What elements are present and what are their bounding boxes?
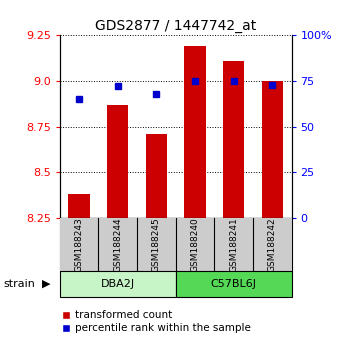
Bar — [107, 105, 128, 218]
Text: C57BL6J: C57BL6J — [211, 279, 256, 289]
Bar — [60, 271, 176, 297]
Text: DBA2J: DBA2J — [101, 279, 135, 289]
Bar — [176, 218, 214, 271]
Legend: transformed count, percentile rank within the sample: transformed count, percentile rank withi… — [58, 306, 255, 338]
Bar — [60, 218, 98, 271]
Bar — [137, 218, 176, 271]
Title: GDS2877 / 1447742_at: GDS2877 / 1447742_at — [95, 19, 256, 33]
Bar — [262, 81, 283, 218]
Text: GSM188242: GSM188242 — [268, 217, 277, 272]
Bar — [176, 271, 292, 297]
Text: GSM188244: GSM188244 — [113, 217, 122, 272]
Text: GSM188245: GSM188245 — [152, 217, 161, 272]
Bar — [146, 134, 167, 218]
Text: ▶: ▶ — [42, 279, 50, 289]
Bar — [214, 218, 253, 271]
Bar — [98, 218, 137, 271]
Bar — [253, 218, 292, 271]
Bar — [223, 61, 244, 218]
Text: GSM188243: GSM188243 — [74, 217, 84, 272]
Bar — [68, 194, 90, 218]
Text: strain: strain — [3, 279, 35, 289]
Text: GSM188241: GSM188241 — [229, 217, 238, 272]
Text: GSM188240: GSM188240 — [190, 217, 199, 272]
Bar — [184, 46, 206, 218]
